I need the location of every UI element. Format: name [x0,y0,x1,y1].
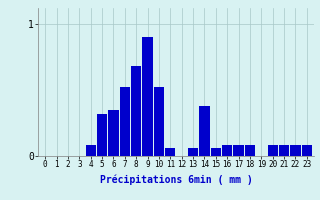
Bar [97,114,107,156]
Bar [290,145,300,156]
Bar [222,145,232,156]
Bar [142,37,153,156]
Bar [154,87,164,156]
Bar [279,145,289,156]
Bar [165,148,175,156]
Bar [268,145,278,156]
Bar [85,145,96,156]
X-axis label: Précipitations 6min ( mm ): Précipitations 6min ( mm ) [100,175,252,185]
Bar [233,145,244,156]
Bar [131,66,141,156]
Bar [245,145,255,156]
Bar [199,106,210,156]
Bar [188,148,198,156]
Bar [302,145,312,156]
Bar [108,110,119,156]
Bar [120,87,130,156]
Bar [211,148,221,156]
